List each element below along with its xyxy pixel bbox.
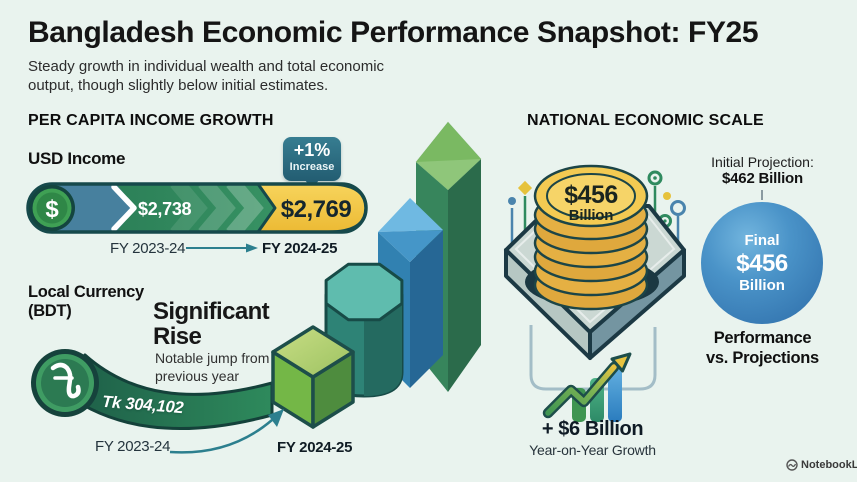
final-gdp-sphere: Final $456 Billion — [701, 202, 823, 324]
comparison-line1: Performance — [713, 329, 812, 347]
taka-coin-icon — [31, 349, 99, 417]
coin-value: $456 — [564, 181, 618, 209]
national-scale-heading: NATIONAL ECONOMIC SCALE — [527, 112, 764, 129]
taka-symbol — [50, 362, 81, 399]
page-title: Bangladesh Economic Performance Snapshot… — [28, 16, 759, 49]
usd-current-value: $2,769 — [281, 196, 352, 223]
chevron-pattern-3 — [226, 184, 264, 232]
bdt-label: Local Currency (BDT) — [28, 283, 144, 321]
bdt-note-line2: previous year — [155, 367, 240, 384]
usd-current-period: FY 2024-25 — [262, 240, 338, 257]
badge-value: +1% — [293, 140, 331, 160]
bar-segment-green — [116, 184, 278, 232]
watermark: NotebookLM — [786, 459, 857, 471]
bar-cube-green — [271, 325, 355, 429]
page-subtitle: Steady growth in individual wealth and t… — [28, 58, 384, 95]
notebooklm-icon — [786, 459, 798, 471]
subtitle-line2: output, though slightly below initial es… — [28, 76, 329, 94]
yoy-growth-label: Year-on-Year Growth — [529, 442, 656, 458]
bdt-headline: Significant Rise — [153, 298, 270, 350]
chevron-pattern-2 — [198, 184, 236, 232]
per-capita-heading: PER CAPITA INCOME GROWTH — [28, 112, 274, 129]
watermark-text: NotebookLM — [801, 459, 857, 471]
sphere-unit: Billion — [739, 276, 785, 294]
national-scale-art — [504, 164, 686, 422]
bar-outline — [26, 182, 368, 234]
segment-divider-chevron — [111, 184, 137, 232]
projection-label: Initial Projection: — [711, 154, 814, 170]
comparison-line2: vs. Projections — [706, 349, 819, 367]
sphere-value: $456 — [736, 249, 788, 277]
bdt-label-line1: Local Currency — [28, 283, 144, 301]
coin-stack-icon — [533, 164, 649, 311]
badge-caption: Increase — [289, 161, 335, 173]
bdt-period-arrow — [169, 409, 284, 454]
chevron-pattern-1 — [170, 184, 208, 232]
usd-period-arrow — [186, 243, 258, 253]
bdt-headline-line1: Significant — [153, 298, 270, 325]
growth-3d-art — [31, 121, 482, 454]
comparison-caption: Performance vs. Projections — [690, 328, 835, 368]
usd-income-label: USD Income — [28, 149, 126, 168]
bdt-label-line2: (BDT) — [28, 302, 72, 320]
yoy-growth-value: + $6 Billion — [541, 418, 644, 440]
dollar-coin-icon: $ — [29, 185, 75, 231]
dollar-symbol: $ — [45, 196, 59, 223]
connector-tick — [761, 190, 763, 200]
usd-previous-value: $2,738 — [138, 199, 192, 219]
bdt-note: Notable jump from previous year — [155, 350, 269, 385]
bdt-headline-line2: Rise — [153, 323, 202, 350]
usd-previous-period: FY 2023-24 — [110, 240, 186, 257]
subtitle-line1: Steady growth in individual wealth and t… — [28, 58, 385, 75]
bdt-previous-period: FY 2023-24 — [95, 438, 171, 455]
sphere-label: Final — [744, 231, 780, 249]
growth-arrow-icon — [542, 352, 632, 422]
usd-income-bar: $ $2,738 $2,769 — [26, 182, 368, 234]
projection-value: $462 Billion — [722, 170, 803, 187]
coin-unit: Billion — [568, 207, 614, 224]
bdt-current-period: FY 2024-25 — [277, 439, 353, 456]
bdt-note-line1: Notable jump from — [155, 350, 270, 366]
